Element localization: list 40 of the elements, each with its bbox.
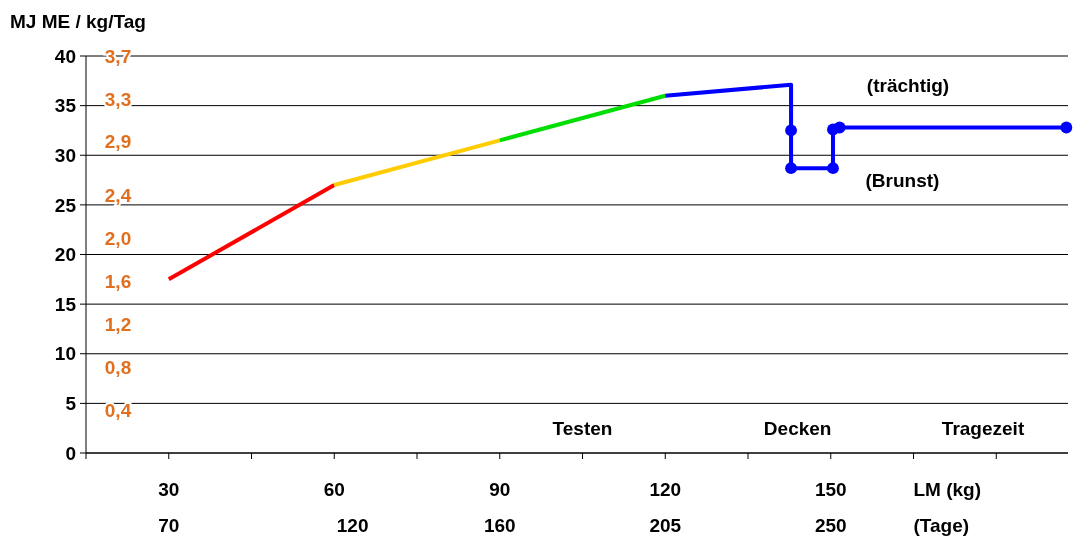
x-tick-label: 60 [323, 479, 345, 500]
x-tick-label: 120 [649, 479, 682, 500]
x-tick-label: 90 [489, 479, 511, 500]
x-axis-title: LM (kg) [913, 479, 982, 500]
y-tick-label: 25 [54, 194, 77, 216]
y-tick-label: 35 [54, 95, 77, 117]
y-tick-label: 10 [54, 343, 76, 365]
y2-tick-label: 1,6 [104, 270, 132, 292]
point [785, 124, 797, 137]
y-tick-label: 40 [54, 45, 76, 67]
y2-tick-label: 1,2 [104, 313, 132, 335]
annotation: Decken [763, 417, 832, 439]
annotation: Tragezeit [941, 417, 1025, 439]
x2-tick-label: 250 [814, 515, 847, 536]
y2-tick-label: 2,9 [104, 131, 132, 153]
point [827, 162, 839, 175]
x2-axis-title: (Tage) [913, 515, 970, 536]
annotation: (trächtig) [866, 75, 950, 97]
point [785, 162, 797, 175]
y-tick-label: 5 [65, 393, 77, 415]
y2-tick-label: 2,0 [104, 228, 132, 250]
y2-tick-label: 3,3 [104, 88, 132, 110]
x2-tick-label: 205 [649, 515, 682, 536]
y-tick-label: 15 [54, 293, 77, 315]
y2-tick-label: 2,4 [104, 185, 132, 207]
y2-tick-label: 0,4 [104, 399, 132, 421]
y-tick-label: 30 [54, 144, 76, 166]
point [833, 121, 846, 134]
x2-tick-label: 160 [483, 515, 516, 536]
y-tick-label: 20 [54, 244, 76, 266]
y2-tick-label: 0,8 [104, 356, 132, 378]
y-axis-title: MJ ME / kg/Tag [10, 11, 146, 32]
x-tick-label: 150 [814, 479, 847, 500]
annotation: Testen [552, 417, 613, 439]
x2-tick-label: 120 [336, 515, 369, 536]
point [1060, 121, 1073, 134]
annotation: (Brunst) [865, 169, 940, 191]
x-tick-label: 30 [158, 479, 180, 500]
x2-tick-label: 70 [158, 515, 180, 536]
y-tick-label: 0 [65, 442, 76, 464]
